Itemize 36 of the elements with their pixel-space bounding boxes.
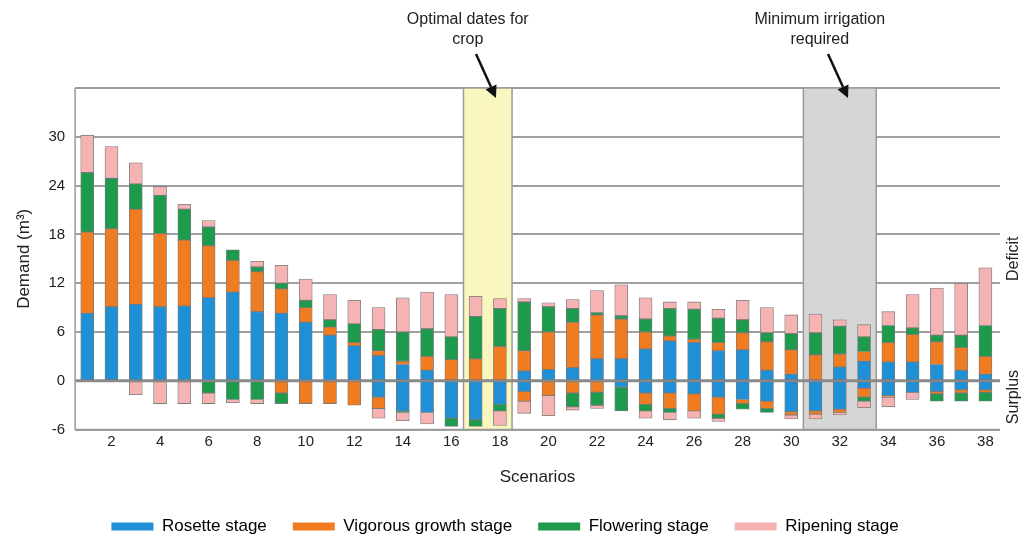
x-tick-label: 18 <box>491 431 509 449</box>
text: Surplus <box>1004 369 1022 425</box>
x-tick-label: 22 <box>588 431 606 449</box>
y-tick-label: 0 <box>56 370 66 388</box>
x-tick-label: 4 <box>155 431 165 449</box>
legend-label: Vigorous growth stage <box>343 516 513 536</box>
x-tick-label: 8 <box>252 431 262 449</box>
y-tick-label: 12 <box>48 273 66 291</box>
text: Deficit <box>1004 236 1022 282</box>
legend-label: Flowering stage <box>588 516 709 536</box>
legend-label: Rosette stage <box>161 516 267 536</box>
y-tick-label: 6 <box>56 322 66 340</box>
x-tick-label: 36 <box>928 431 946 449</box>
y-tick-label: 18 <box>48 224 66 242</box>
x-axis-title: Scenarios <box>499 467 576 487</box>
x-tick-label: 30 <box>782 431 800 449</box>
y-tick-label: 24 <box>48 175 66 193</box>
y-tick-label: 30 <box>48 126 66 144</box>
x-tick-label: 38 <box>977 431 994 449</box>
x-tick-label: 10 <box>297 431 315 449</box>
legend-label: Ripening stage <box>785 516 899 536</box>
x-tick-label: 20 <box>540 431 557 449</box>
band-label: Optimal dates for crop <box>406 10 530 47</box>
x-tick-label: 14 <box>394 431 412 449</box>
x-tick-label: 26 <box>685 431 703 449</box>
x-tick-label: 34 <box>879 431 897 449</box>
y-tick-label: -6 <box>51 419 66 437</box>
x-tick-label: 32 <box>831 431 849 449</box>
x-tick-label: 24 <box>637 431 654 449</box>
x-tick-label: 28 <box>734 431 752 449</box>
x-tick-label: 16 <box>443 431 460 449</box>
x-tick-label: 12 <box>345 431 363 449</box>
band-label: Minimum irrigation required <box>754 10 886 47</box>
x-tick-label: 2 <box>107 431 116 449</box>
y-axis-title: Demand (m³) <box>13 208 33 309</box>
x-tick-label: 6 <box>204 431 213 449</box>
